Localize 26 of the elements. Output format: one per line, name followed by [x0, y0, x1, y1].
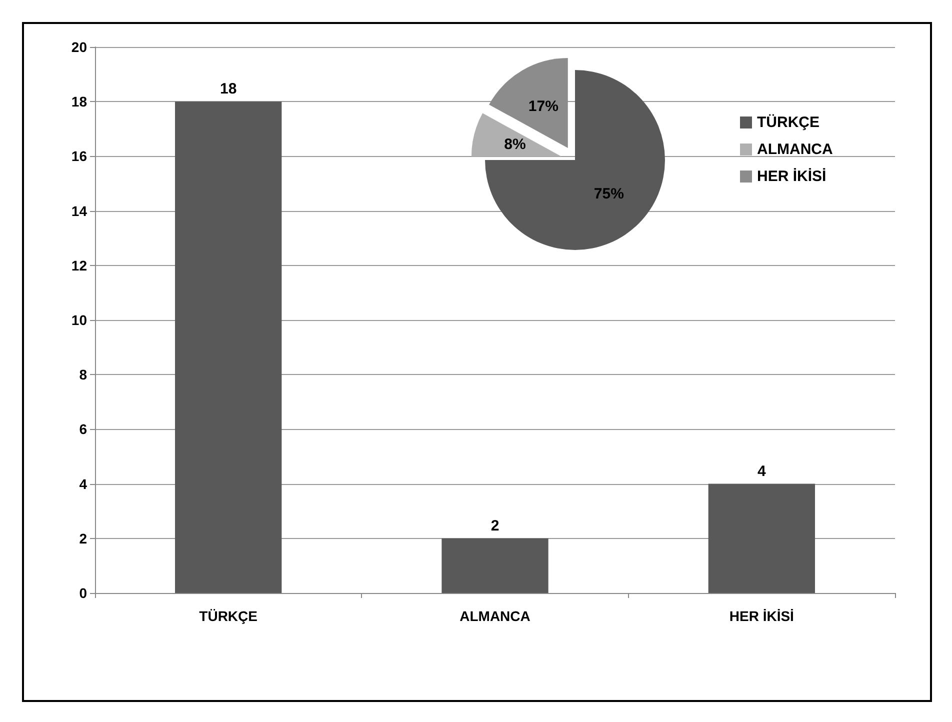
y-tick-label: 6: [79, 421, 88, 438]
legend-label: TÜRKÇE: [757, 114, 820, 131]
data-label: 4: [757, 462, 766, 480]
legend-label: HER İKİSİ: [757, 168, 826, 185]
x-tick-label: ALMANCA: [460, 608, 530, 624]
y-tick-label: 10: [71, 312, 88, 328]
data-label: 18: [220, 80, 237, 98]
y-tick-label: 20: [71, 39, 88, 55]
bar: [442, 538, 548, 593]
y-tick-label: 2: [79, 530, 88, 546]
y-tick-label: 8: [79, 366, 88, 383]
y-tick-label: 14: [71, 202, 88, 219]
legend-label: ALMANCA: [757, 141, 833, 158]
data-label: 8%: [504, 136, 526, 154]
y-tick-label: 12: [71, 257, 88, 274]
y-tick-label: 18: [71, 94, 88, 110]
data-label: 2: [490, 517, 500, 534]
x-tick-label: TÜRKÇE: [199, 608, 258, 624]
y-tick-label: 4: [79, 476, 88, 492]
data-label: 17%: [528, 98, 558, 116]
data-label: 75%: [594, 185, 624, 202]
bar: [175, 102, 282, 593]
y-tick-label: 0: [79, 585, 88, 601]
bar: [708, 484, 815, 593]
y-tick-label: 16: [71, 148, 88, 164]
x-tick-label: HER İKİSİ: [729, 608, 794, 624]
